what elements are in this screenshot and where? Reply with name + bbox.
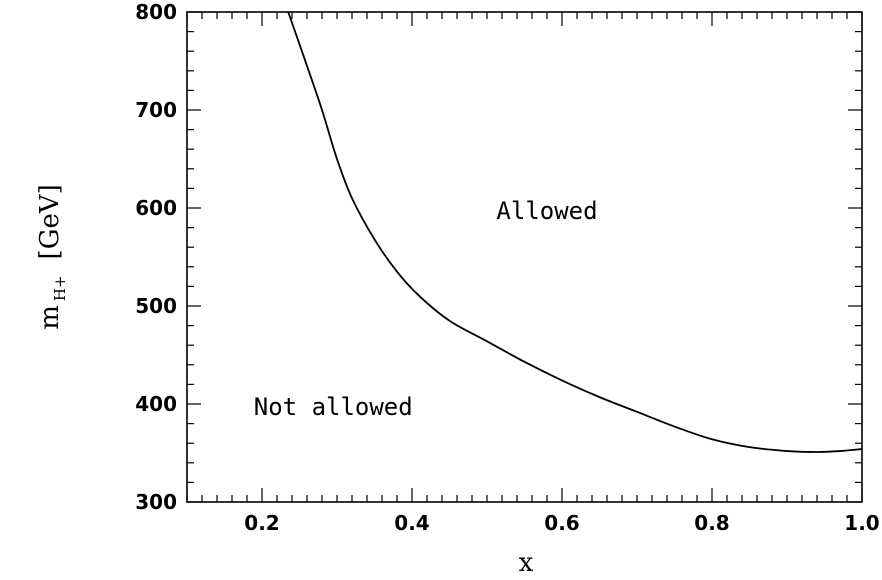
x-tick-label: 1.0 [844, 511, 879, 535]
x-tick-label: 0.6 [544, 511, 579, 535]
svg-text:m H+ [GeV]: m H+ [GeV] [35, 184, 69, 330]
y-tick-label: 400 [135, 392, 177, 416]
annotation-label: Not allowed [254, 393, 413, 421]
y-axis-title-subscript: H+ [51, 275, 69, 301]
plot-frame-border [186, 11, 863, 503]
x-tick-label: 0.8 [694, 511, 729, 535]
y-ticks: 300 400 500 600 700 800 [135, 0, 862, 514]
series-group [287, 11, 863, 453]
x-tick-label: 0.2 [244, 511, 279, 535]
y-tick-label: 600 [135, 196, 177, 220]
annotation-label: Allowed [496, 197, 597, 225]
x-ticks: 0.2 0.4 0.6 0.8 1.0 [186, 12, 880, 535]
y-axis-title: m H+ [GeV] [35, 184, 69, 330]
x-axis-title: x [519, 548, 534, 578]
plot-frame [186, 11, 863, 503]
y-tick-label: 500 [135, 294, 177, 318]
y-tick-label: 800 [135, 0, 177, 24]
y-axis-title-base: m [35, 305, 65, 330]
annotations: Allowed Not allowed [254, 197, 598, 421]
y-axis-title-unit: [GeV] [35, 184, 65, 259]
x-tick-label: 0.4 [394, 511, 429, 535]
y-tick-label: 700 [135, 98, 177, 122]
series-line-1 [287, 11, 863, 453]
y-tick-label: 300 [135, 490, 177, 514]
